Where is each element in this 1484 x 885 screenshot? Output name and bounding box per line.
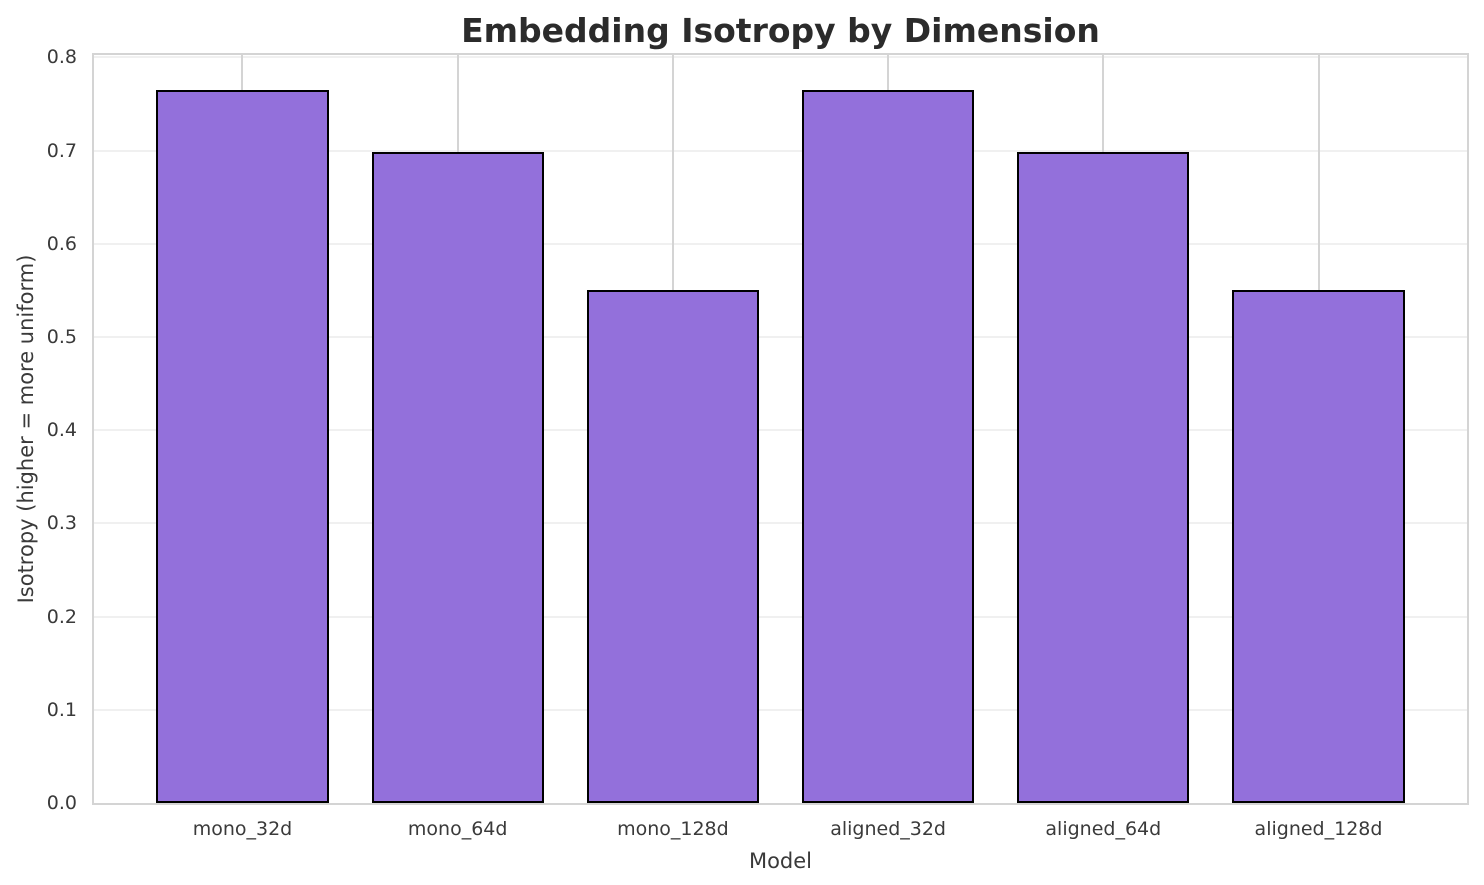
y-tick-label: 0.6 [46,232,77,255]
bar-aligned_32d [802,90,975,803]
y-gridline [94,429,1467,432]
y-gridline [94,336,1467,338]
x-tick-label: aligned_64d [1045,818,1162,840]
y-tick-label: 0.2 [46,605,77,628]
bar-mono_32d [156,90,329,803]
bar-aligned_128d [1232,290,1405,803]
y-gridline [94,615,1467,618]
y-gridline [94,522,1467,525]
y-tick-label: 0.4 [46,419,77,442]
plot-area [92,53,1469,805]
y-gridline [94,242,1467,245]
x-tick-label: aligned_32d [830,818,946,840]
y-tick-label: 0.3 [46,512,77,535]
y-tick-label: 0.7 [46,139,77,162]
x-tick-label: mono_128d [617,818,729,840]
bar-aligned_64d [1017,152,1190,803]
chart-title: Embedding Isotropy by Dimension [461,11,1100,50]
x-tick-label: mono_64d [407,818,508,840]
y-gridline [94,149,1467,152]
y-tick-label: 0.1 [46,698,77,721]
y-tick-label: 0.0 [46,792,77,814]
y-tick-label: 0.8 [46,46,77,69]
y-tick-label: 0.5 [46,326,77,348]
bar-mono_64d [371,152,544,803]
y-gridline [94,708,1467,711]
x-tick-label: mono_32d [192,818,293,840]
x-tick-label: aligned_128d [1254,818,1383,840]
bar-mono_128d [586,290,759,803]
y-gridline [94,56,1467,59]
x-axis-label: Model [748,849,813,873]
